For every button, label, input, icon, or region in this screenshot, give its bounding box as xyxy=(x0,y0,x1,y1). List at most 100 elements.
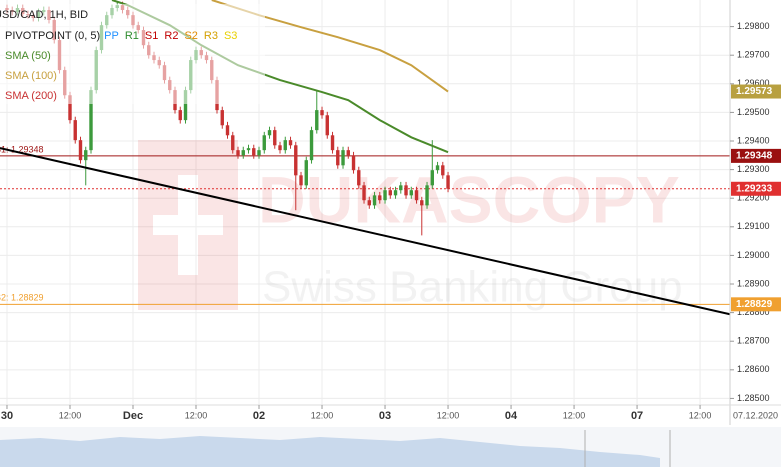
candle-body xyxy=(346,150,350,156)
pivot-name: S1 xyxy=(145,30,158,42)
candle-body xyxy=(309,130,314,161)
candle-body xyxy=(357,170,361,186)
candle-body xyxy=(325,115,329,136)
grid xyxy=(0,0,730,405)
y-tick-label: 1.29000 xyxy=(737,250,770,260)
candle-body xyxy=(257,150,261,156)
date-label: 07.12.2020 xyxy=(733,410,778,420)
candle-body xyxy=(393,190,398,196)
chart-title: USD/CAD, 1H, BID xyxy=(0,9,88,21)
y-tick-label: 1.29100 xyxy=(737,221,770,231)
x-tick-label: Dec xyxy=(123,410,143,422)
legend-entry: SMA (200) xyxy=(5,90,57,102)
candle-body xyxy=(399,185,403,191)
candle-body xyxy=(435,165,440,171)
candle-body xyxy=(362,185,366,201)
pivot-name: S3 xyxy=(224,30,237,42)
price-tag-label: 1.28829 xyxy=(736,299,773,310)
candle-body xyxy=(225,125,230,136)
candle-body xyxy=(246,148,251,151)
candle-body xyxy=(304,160,308,186)
candle-body xyxy=(341,150,345,166)
candle-body xyxy=(330,135,335,151)
candle-body xyxy=(241,150,245,156)
candle-body xyxy=(78,140,83,161)
candle-body xyxy=(430,170,434,186)
candle-body xyxy=(288,140,293,146)
y-tick-label: 1.28700 xyxy=(737,336,770,346)
pivot-name: S2 xyxy=(184,30,197,42)
y-tick-label: 1.28900 xyxy=(737,278,770,288)
x-tick-label: 07 xyxy=(631,410,643,422)
watermark-logo xyxy=(138,140,238,310)
y-tick-label: 1.29400 xyxy=(737,135,770,145)
navigator xyxy=(0,427,781,467)
candle-body xyxy=(231,135,235,151)
candle-body xyxy=(409,190,413,196)
candle-body xyxy=(84,150,88,161)
candle-body xyxy=(425,185,429,206)
candle-body xyxy=(336,150,340,166)
y-tick-label: 1.29700 xyxy=(737,50,770,60)
candle-body xyxy=(220,110,224,126)
price-tag xyxy=(731,148,781,163)
candle-body xyxy=(183,90,188,121)
y-tick-label: 1.28800 xyxy=(737,307,770,317)
pivot-name: PP xyxy=(104,30,119,42)
axes: 1.28500 1.28600 1.28700 1.28800 1.28900 1.290… xyxy=(1,21,781,422)
candle-body xyxy=(252,148,256,156)
pivot-name: R2 xyxy=(164,30,178,42)
trendline xyxy=(0,147,730,316)
y-tick-label: 1.28500 xyxy=(737,393,770,403)
legend-entry: SMA (50) xyxy=(5,50,51,62)
x-tick-label: 12:00 xyxy=(437,410,460,420)
watermark-cross xyxy=(178,175,198,275)
x-tick-label: 02 xyxy=(253,410,265,422)
candle-body xyxy=(68,95,72,121)
legend-bg xyxy=(0,4,265,104)
price-tag-label: 1.29348 xyxy=(736,151,773,162)
candle-body xyxy=(283,140,287,151)
x-tick-label: 30 xyxy=(1,410,13,422)
watermark-cross xyxy=(153,215,223,235)
x-tick-label: 03 xyxy=(379,410,391,422)
y-tick-label: 1.29200 xyxy=(737,193,770,203)
y-tick-label: 1.29800 xyxy=(737,21,770,31)
candle-body xyxy=(278,145,282,151)
x-tick-label: 04 xyxy=(505,410,518,422)
candle-body xyxy=(372,195,377,206)
candle-body xyxy=(89,90,93,151)
price-tag xyxy=(731,181,781,196)
candle-body xyxy=(320,110,324,116)
y-tick-label: 1.29500 xyxy=(737,107,770,117)
x-tick-label: 12:00 xyxy=(185,410,208,420)
y-tick-label: 1.28600 xyxy=(737,364,770,374)
legend: USD/CAD, 1H, BID PIVOTPOINT (0, 5) PP R1 S… xyxy=(0,4,265,104)
candle-body xyxy=(441,165,445,176)
pivot-name: R1 xyxy=(125,30,139,42)
y-tick-label: 1.29300 xyxy=(737,164,770,174)
pivot-level-label: S2: 1.28829 xyxy=(0,293,44,303)
candle-body xyxy=(388,190,392,196)
candle-body xyxy=(315,110,319,131)
x-tick-label: 12:00 xyxy=(563,410,586,420)
candle-body xyxy=(383,190,387,201)
navigator-area xyxy=(0,436,660,467)
candle-body xyxy=(267,130,272,136)
price-tag xyxy=(731,84,781,99)
indicator-label: PIVOTPOINT (0, 5) xyxy=(5,30,100,42)
candle-body xyxy=(73,120,77,141)
price-tag xyxy=(731,297,781,312)
candle-body xyxy=(378,195,382,201)
x-tick-label: 12:00 xyxy=(311,410,334,420)
candle-body xyxy=(236,150,240,156)
candle-body xyxy=(420,200,424,206)
x-tick-label: 12:00 xyxy=(59,410,82,420)
price-tag-label: 1.29573 xyxy=(736,86,773,97)
price-tag-label: 1.29233 xyxy=(736,183,773,194)
pivot-level-label: S1: 1.29348 xyxy=(0,144,44,154)
candle-body xyxy=(294,145,298,176)
candle-body xyxy=(299,175,303,186)
